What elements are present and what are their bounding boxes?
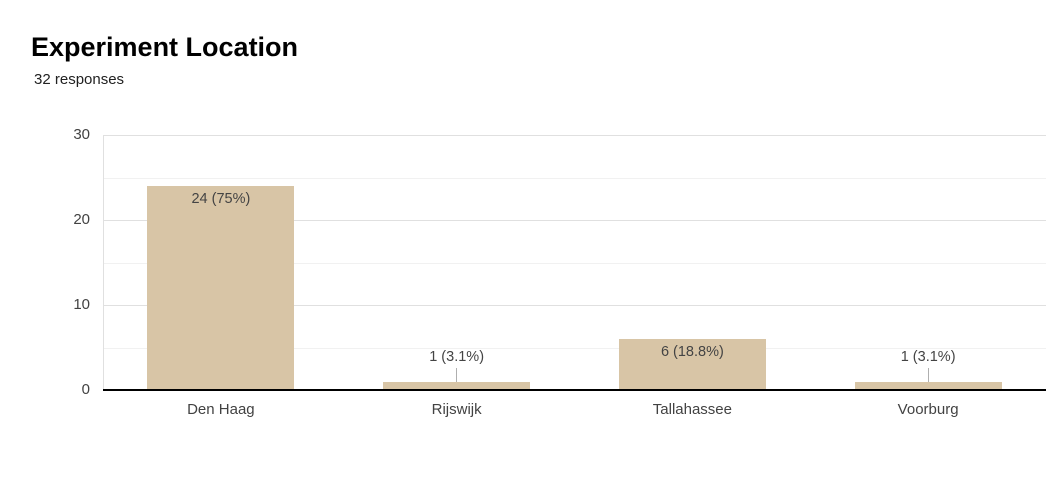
label-stem bbox=[927, 367, 929, 382]
bar-value-label: 1 (3.1%) bbox=[900, 348, 956, 365]
bar-tallahassee bbox=[618, 339, 766, 390]
y-axis-line bbox=[103, 135, 104, 390]
minor-gridline bbox=[103, 262, 1046, 264]
major-gridline bbox=[103, 220, 1046, 221]
bar-value-label: 24 (75%) bbox=[191, 191, 251, 207]
x-axis-label-den-haag: Den Haag bbox=[187, 401, 255, 418]
page-title: Experiment Location bbox=[31, 32, 299, 62]
responses-count: 32 responses bbox=[34, 71, 125, 88]
bar-value-label: 1 (3.1%) bbox=[429, 348, 485, 365]
bar-value-label: 6 (18.8%) bbox=[660, 344, 724, 360]
major-gridline bbox=[103, 305, 1046, 306]
x-axis-label-tallahassee: Tallahassee bbox=[652, 401, 732, 418]
minor-gridline bbox=[103, 177, 1046, 179]
x-axis-label-voorburg: Voorburg bbox=[897, 401, 959, 418]
bar-rijswijk bbox=[383, 381, 531, 390]
label-stem bbox=[456, 367, 458, 382]
major-gridline bbox=[103, 135, 1046, 136]
minor-gridline bbox=[103, 347, 1046, 349]
y-axis-label: 20 bbox=[73, 211, 90, 228]
axis-baseline bbox=[103, 389, 1046, 391]
y-axis-label: 10 bbox=[73, 296, 90, 313]
y-axis-label: 30 bbox=[73, 126, 90, 143]
y-axis-label: 0 bbox=[81, 381, 90, 398]
bar-voorburg bbox=[854, 381, 1002, 390]
x-axis-label-rijswijk: Rijswijk bbox=[431, 401, 482, 418]
bar-den-haag bbox=[147, 186, 295, 390]
